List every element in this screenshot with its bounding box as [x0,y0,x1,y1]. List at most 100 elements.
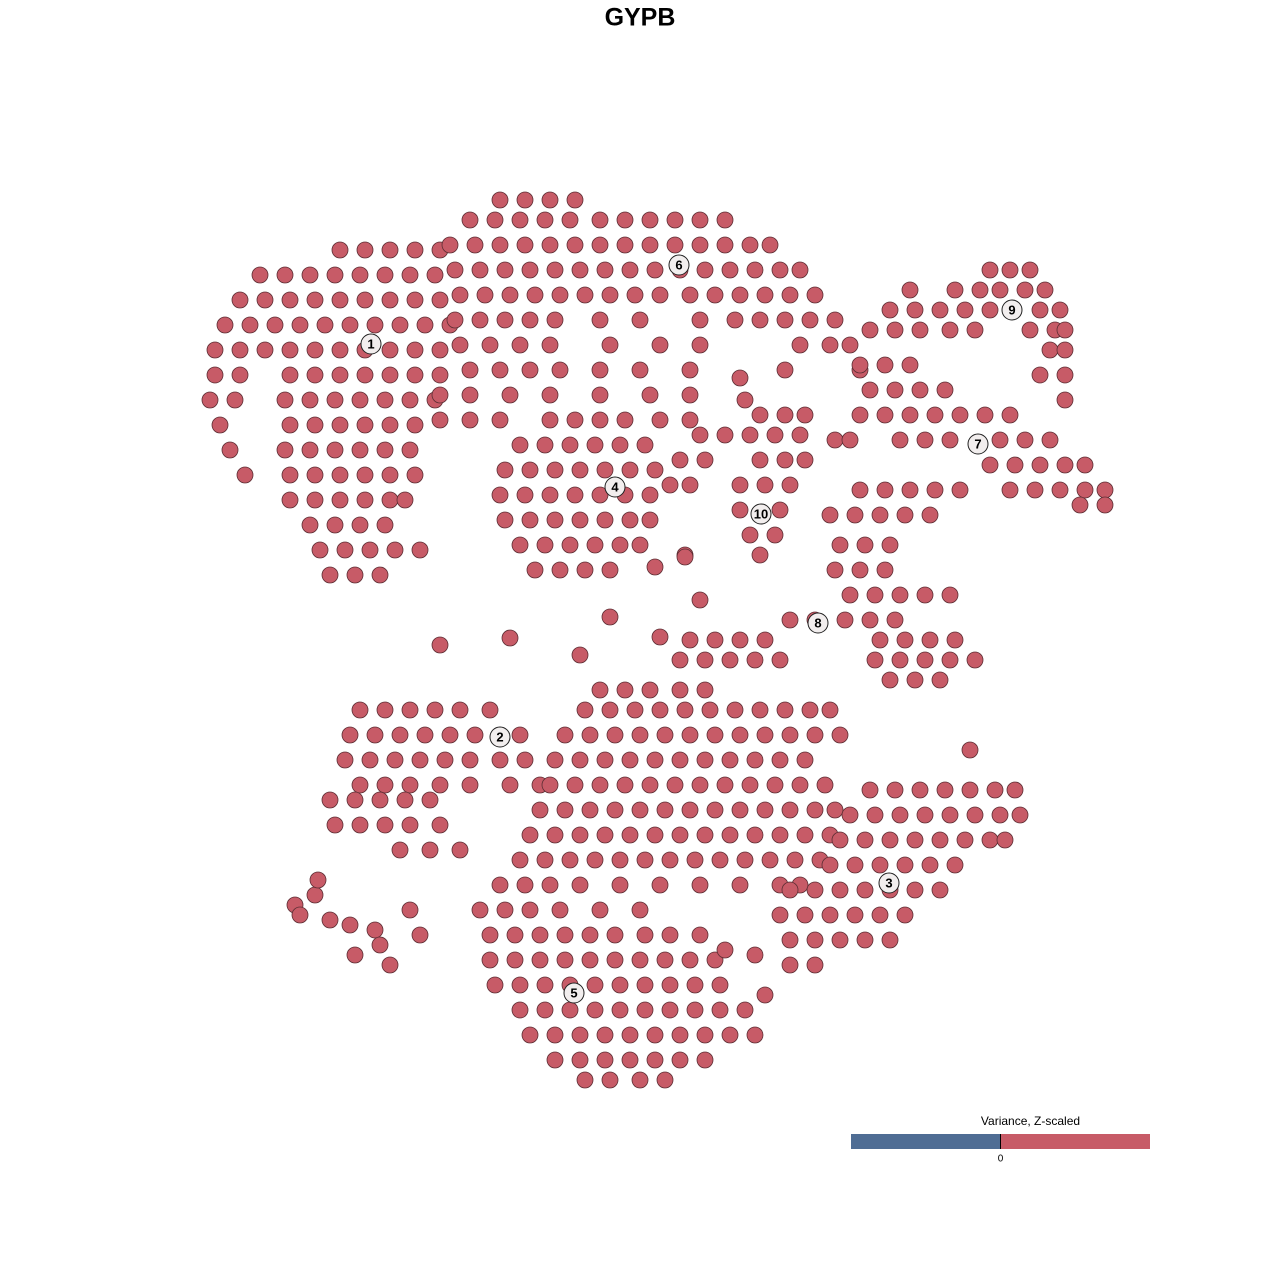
point [496,901,514,919]
colorbar-segment [851,1134,1001,1149]
point [1096,481,1114,499]
point [611,876,629,894]
point [451,841,469,859]
point [306,886,324,904]
point [446,311,464,329]
point [356,366,374,384]
point [361,541,379,559]
point [481,926,499,944]
point [771,906,789,924]
cluster-label: 9 [1008,302,1015,317]
point [691,876,709,894]
point [856,831,874,849]
point [601,701,619,719]
point [351,816,369,834]
point [776,311,794,329]
point [581,726,599,744]
point [691,426,709,444]
point [541,236,559,254]
cluster-label-bg [1001,299,1023,321]
point [461,776,479,794]
point [366,921,384,939]
point [821,906,839,924]
point [566,776,584,794]
point [541,386,559,404]
point [1031,301,1049,319]
point [396,491,414,509]
point [726,311,744,329]
point [931,831,949,849]
point [386,751,404,769]
point [741,776,759,794]
point [431,636,449,654]
point [431,816,449,834]
point [606,951,624,969]
point [416,316,434,334]
point [846,856,864,874]
point [621,751,639,769]
point [576,561,594,579]
point [446,261,464,279]
point [746,261,764,279]
point [646,1026,664,1044]
point [401,901,419,919]
point [386,541,404,559]
point [326,816,344,834]
point [831,881,849,899]
point [501,386,519,404]
point [561,851,579,869]
point [651,411,669,429]
point [396,791,414,809]
point [501,629,519,647]
point [896,506,914,524]
point [661,476,679,494]
point [231,291,249,309]
point [591,776,609,794]
point [756,286,774,304]
point [871,906,889,924]
point [856,881,874,899]
point [351,441,369,459]
point [431,341,449,359]
point [546,461,564,479]
point [601,286,619,304]
point [591,311,609,329]
point [321,566,339,584]
cluster-label-bg [967,433,989,455]
point [711,976,729,994]
point [1056,366,1074,384]
point [886,611,904,629]
point [981,261,999,279]
point [731,631,749,649]
point [401,266,419,284]
point [861,381,879,399]
point [491,361,509,379]
point [711,851,729,869]
point [571,876,589,894]
point [691,211,709,229]
point [231,341,249,359]
point [581,951,599,969]
point [1051,301,1069,319]
point [1016,281,1034,299]
point [921,506,939,524]
point [556,926,574,944]
point [381,416,399,434]
point [436,751,454,769]
point [806,286,824,304]
point [351,776,369,794]
point [216,316,234,334]
point [711,1001,729,1019]
point [506,951,524,969]
point [731,476,749,494]
cluster-label: 6 [675,257,682,272]
point [496,261,514,279]
point [931,301,949,319]
point [461,751,479,769]
point [756,631,774,649]
point [601,336,619,354]
point [881,831,899,849]
point [846,906,864,924]
point [876,356,894,374]
point [531,926,549,944]
